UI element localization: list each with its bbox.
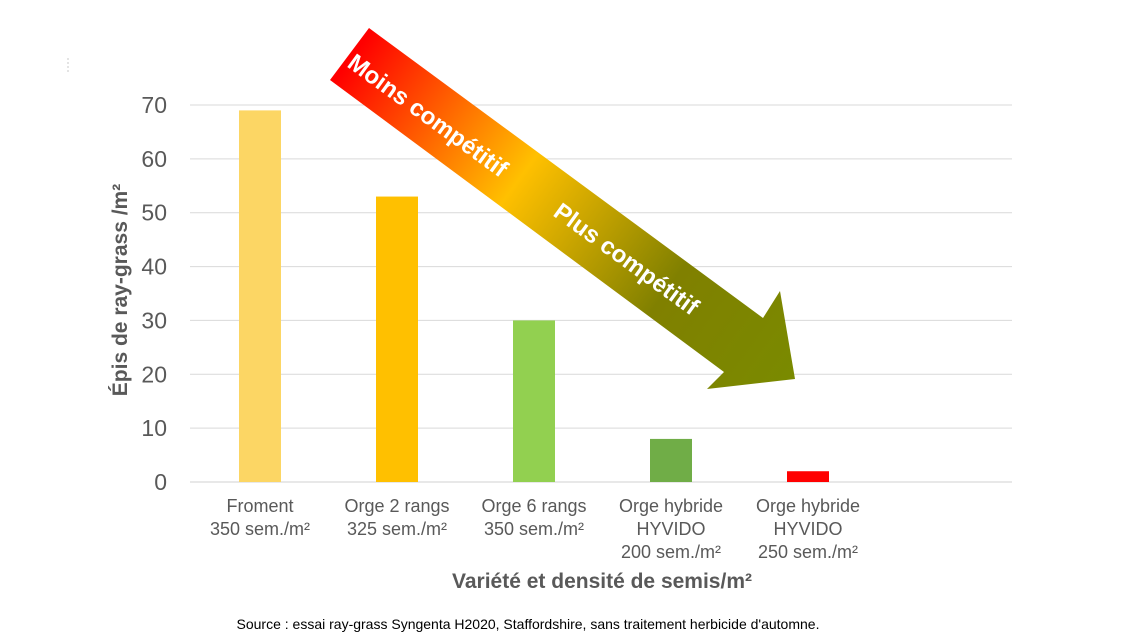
x-axis-title: Variété et densité de semis/m² <box>452 570 752 593</box>
arrow-shape <box>330 28 795 389</box>
x-category-label: Orge 2 rangs 325 sem./m² <box>344 496 449 539</box>
bar <box>650 438 692 482</box>
y-tick-label: 20 <box>141 361 167 387</box>
y-axis-title: Épis de ray-grass /m² <box>109 184 132 396</box>
y-tick-label: 0 <box>154 469 167 495</box>
bar <box>239 110 281 482</box>
bar <box>513 320 555 482</box>
source-note: Source : essai ray-grass Syngenta H2020,… <box>236 616 820 632</box>
y-axis-ticks: 0 10 20 30 40 50 60 70 <box>141 92 167 495</box>
y-tick-label: 70 <box>141 92 167 118</box>
y-tick-label: 40 <box>141 254 167 280</box>
y-tick-label: 30 <box>141 307 167 333</box>
x-axis-categories: Froment 350 sem./m² Orge 2 rangs 325 sem./m… <box>210 496 860 562</box>
gridlines <box>190 104 1012 483</box>
x-category-label: Orge hybride HYVIDO 250 sem./m² <box>756 496 860 562</box>
y-tick-label: 60 <box>141 146 167 172</box>
bar <box>376 196 418 483</box>
x-category-label: Froment 350 sem./m² <box>210 496 310 539</box>
x-category-label: Orge 6 rangs 350 sem./m² <box>481 496 586 539</box>
y-tick-label: 10 <box>141 415 167 441</box>
x-category-label: Orge hybride HYVIDO 200 sem./m² <box>619 496 723 562</box>
bars <box>239 110 829 483</box>
bar <box>787 471 829 482</box>
y-tick-label: 50 <box>141 200 167 226</box>
